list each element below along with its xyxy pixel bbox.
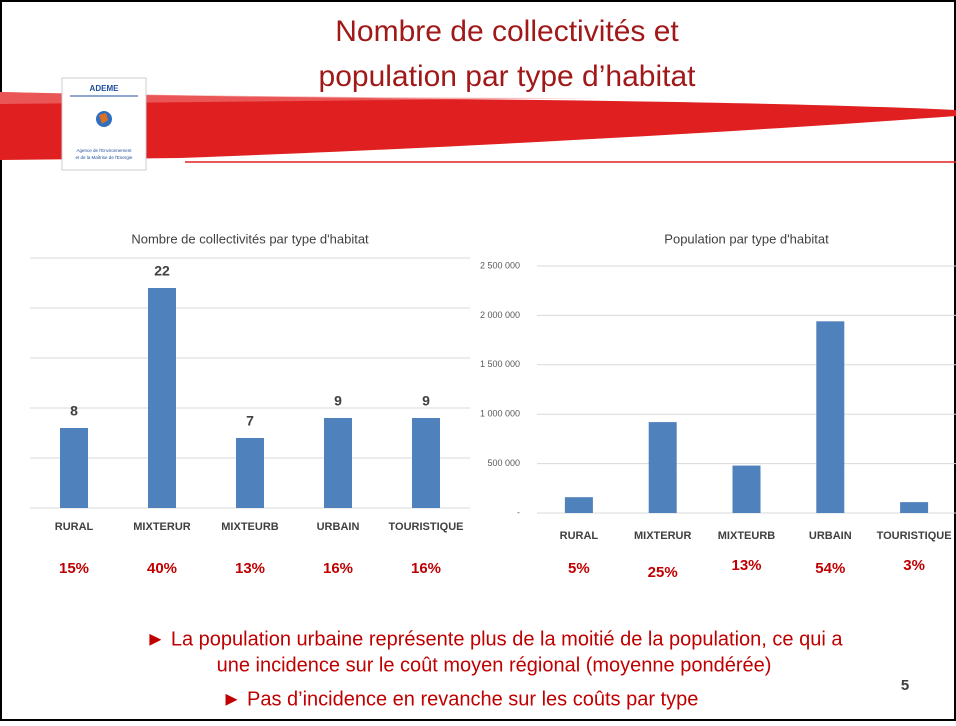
share-label: 16% bbox=[323, 560, 353, 577]
bar bbox=[236, 438, 264, 508]
x-tick-label: MIXTERUR bbox=[634, 530, 692, 542]
bullet-text: ► Pas d’incidence en revanche sur les co… bbox=[222, 688, 699, 710]
y-tick-label: 2 500 000 bbox=[480, 260, 520, 270]
y-tick-label: 1 500 000 bbox=[480, 359, 520, 369]
bar bbox=[412, 418, 440, 508]
x-tick-label: RURAL bbox=[560, 530, 599, 542]
share-label: 15% bbox=[59, 560, 89, 577]
bar bbox=[324, 418, 352, 508]
data-label: 9 bbox=[334, 393, 342, 409]
y-tick-label: - bbox=[517, 507, 520, 517]
x-tick-label: TOURISTIQUE bbox=[877, 530, 952, 542]
chart-title: Nombre de collectivités par type d'habit… bbox=[131, 231, 369, 246]
logo-caption: Agence de l'Environnement bbox=[77, 148, 133, 153]
bar bbox=[900, 502, 929, 513]
bullet-text: une incidence sur le coût moyen régional… bbox=[217, 654, 772, 676]
share-label: 5% bbox=[568, 560, 590, 577]
share-label: 54% bbox=[815, 560, 845, 577]
data-label: 9 bbox=[422, 393, 430, 409]
share-label: 3% bbox=[903, 557, 925, 574]
bullet-text: ► La population urbaine représente plus … bbox=[146, 628, 844, 650]
data-label: 7 bbox=[246, 413, 254, 429]
share-label: 13% bbox=[235, 560, 265, 577]
y-tick-label: 2 000 000 bbox=[480, 310, 520, 320]
y-tick-label: 1 000 000 bbox=[480, 409, 520, 419]
swoosh-highlight bbox=[0, 92, 600, 104]
x-tick-label: MIXTERUR bbox=[133, 521, 191, 533]
slide-title: population par type d’habitat bbox=[319, 60, 697, 93]
x-tick-label: MIXTEURB bbox=[718, 530, 776, 542]
share-label: 13% bbox=[731, 557, 761, 574]
bar bbox=[732, 465, 761, 513]
bar bbox=[60, 428, 88, 508]
y-tick-label: 500 000 bbox=[487, 458, 520, 468]
red-swoosh bbox=[0, 92, 956, 160]
logo-caption: et de la Maîtrise de l'Energie bbox=[76, 155, 133, 160]
bar bbox=[148, 288, 176, 508]
share-label: 25% bbox=[648, 564, 678, 581]
bar bbox=[564, 497, 593, 513]
bar bbox=[816, 321, 845, 513]
chart-title: Population par type d'habitat bbox=[664, 231, 829, 246]
share-label: 40% bbox=[147, 560, 177, 577]
logo-globe-land bbox=[99, 113, 108, 124]
x-tick-label: URBAIN bbox=[317, 521, 360, 533]
x-tick-label: RURAL bbox=[55, 521, 94, 533]
slide-title: Nombre de collectivités et bbox=[335, 15, 679, 48]
data-label: 22 bbox=[154, 263, 170, 279]
x-tick-label: TOURISTIQUE bbox=[389, 521, 464, 533]
share-label: 16% bbox=[411, 560, 441, 577]
bar bbox=[648, 422, 677, 513]
x-tick-label: URBAIN bbox=[809, 530, 852, 542]
page-number: 5 bbox=[901, 677, 909, 694]
x-tick-label: MIXTEURB bbox=[221, 521, 279, 533]
data-label: 8 bbox=[70, 403, 78, 419]
logo-title: ADEME bbox=[90, 84, 120, 93]
